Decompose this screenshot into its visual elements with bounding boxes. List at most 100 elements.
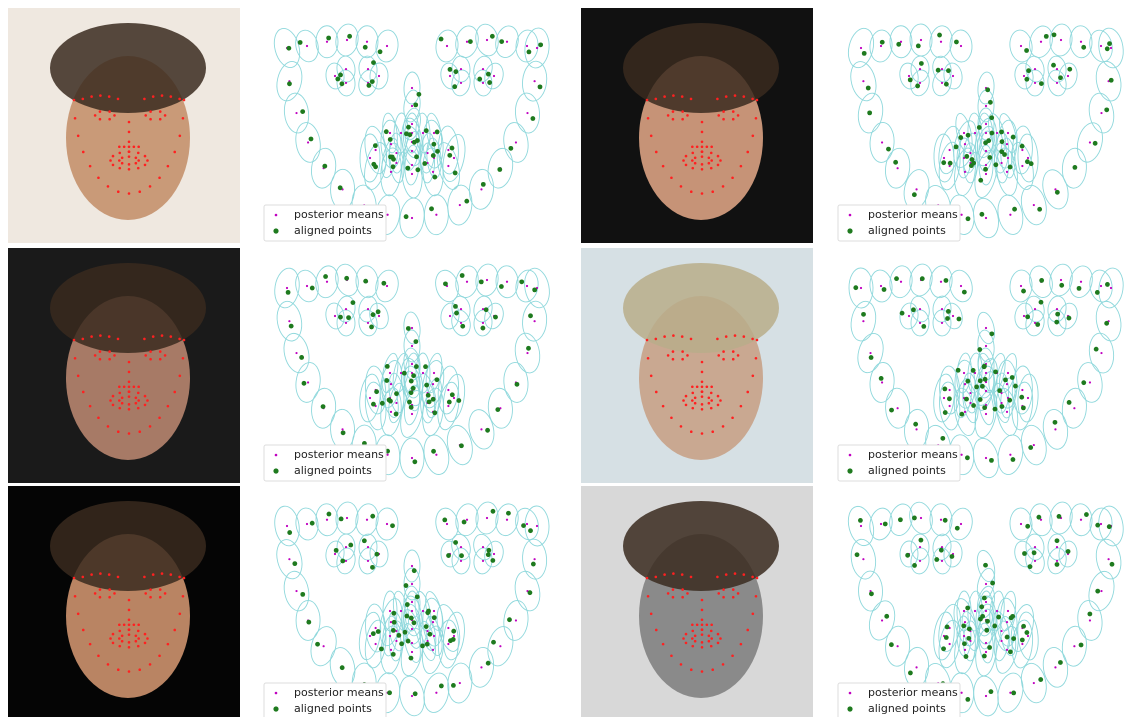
posterior-mean bbox=[964, 143, 966, 145]
photo-landmark bbox=[717, 155, 720, 158]
photo-landmark bbox=[701, 381, 704, 384]
photo-landmark bbox=[137, 645, 140, 648]
posterior-mean bbox=[941, 68, 943, 70]
photo-landmark bbox=[99, 588, 102, 591]
photo-landmark bbox=[123, 623, 126, 626]
posterior-mean bbox=[1021, 643, 1023, 645]
photo-landmark bbox=[717, 354, 720, 357]
aligned-point bbox=[886, 147, 891, 152]
aligned-point bbox=[459, 553, 464, 558]
photo-landmark bbox=[179, 134, 182, 137]
photo-landmark bbox=[701, 633, 704, 636]
posterior-mean bbox=[480, 188, 482, 190]
photo-landmark bbox=[152, 335, 155, 338]
aligned-point bbox=[431, 142, 436, 147]
aligned-point bbox=[1011, 457, 1016, 462]
posterior-mean bbox=[1056, 560, 1058, 562]
posterior-mean bbox=[985, 132, 987, 134]
aligned-point bbox=[1054, 320, 1059, 325]
posterior-mean bbox=[1080, 41, 1082, 43]
aligned-point bbox=[538, 84, 543, 89]
aligned-point bbox=[427, 399, 432, 404]
photo-landmark bbox=[117, 430, 120, 433]
aligned-point bbox=[448, 67, 453, 72]
posterior-mean bbox=[400, 610, 402, 612]
photo-landmark bbox=[183, 577, 186, 580]
posterior-mean bbox=[433, 372, 435, 374]
aligned-point bbox=[979, 212, 984, 217]
photo-landmark bbox=[710, 623, 713, 626]
aligned-point bbox=[958, 135, 963, 140]
aligned-point bbox=[989, 458, 994, 463]
photo-landmark bbox=[743, 573, 746, 576]
photo-landmark bbox=[108, 110, 111, 113]
aligned-point bbox=[1095, 589, 1100, 594]
photo-landmark bbox=[719, 159, 722, 162]
aligned-point bbox=[1020, 638, 1025, 643]
aligned-point bbox=[424, 128, 429, 133]
aligned-point bbox=[447, 400, 452, 405]
photo-landmark bbox=[149, 118, 152, 121]
aligned-point bbox=[346, 315, 351, 320]
photo-landmark bbox=[149, 358, 152, 361]
photo-landmark bbox=[167, 405, 170, 408]
photo-landmark bbox=[128, 628, 131, 631]
photo-landmark bbox=[734, 94, 737, 97]
photo-landmark bbox=[717, 114, 720, 117]
photo-landmark bbox=[710, 392, 713, 395]
aligned-point bbox=[1011, 135, 1016, 140]
photo-landmark bbox=[701, 670, 704, 673]
posterior-mean bbox=[459, 682, 461, 684]
aligned-point bbox=[515, 382, 520, 387]
posterior-mean bbox=[985, 413, 987, 415]
aligned-point bbox=[456, 398, 461, 403]
photo-landmark bbox=[108, 596, 111, 599]
posterior-mean bbox=[908, 75, 910, 77]
aligned-point bbox=[462, 520, 467, 525]
photo-landmark bbox=[691, 407, 694, 410]
photo-landmark bbox=[183, 339, 186, 342]
photo-landmark bbox=[655, 338, 658, 341]
aligned-point bbox=[989, 115, 994, 120]
posterior-mean bbox=[533, 80, 535, 82]
posterior-mean bbox=[367, 560, 369, 562]
aligned-point bbox=[1077, 286, 1082, 291]
photo-landmark bbox=[691, 385, 694, 388]
posterior-mean bbox=[480, 666, 482, 668]
aligned-point bbox=[947, 396, 952, 401]
posterior-mean bbox=[897, 407, 899, 409]
posterior-mean bbox=[449, 315, 451, 317]
posterior-mean bbox=[345, 68, 347, 70]
photo-landmark bbox=[710, 399, 713, 402]
aligned-point bbox=[896, 42, 901, 47]
aligned-point bbox=[486, 661, 491, 666]
aligned-point bbox=[869, 591, 874, 596]
aligned-point bbox=[411, 373, 416, 378]
posterior-mean bbox=[919, 68, 921, 70]
aligned-point bbox=[1066, 549, 1071, 554]
photo-landmark bbox=[740, 405, 743, 408]
aligned-point bbox=[384, 129, 389, 134]
photo-landmark bbox=[94, 114, 97, 117]
aligned-point bbox=[1002, 152, 1007, 157]
posterior-mean bbox=[433, 635, 435, 637]
photo-landmark bbox=[112, 404, 115, 407]
photo-landmark bbox=[751, 98, 754, 101]
photo-landmark bbox=[708, 162, 711, 165]
aligned-point bbox=[999, 130, 1004, 135]
photo-landmark bbox=[717, 164, 720, 167]
posterior-mean bbox=[432, 649, 434, 651]
posterior-mean bbox=[985, 173, 987, 175]
posterior-mean bbox=[334, 553, 336, 555]
photo-landmark bbox=[696, 623, 699, 626]
photo-landmark bbox=[128, 408, 131, 411]
posterior-mean bbox=[411, 601, 413, 603]
posterior-mean bbox=[1100, 523, 1102, 525]
posterior-mean bbox=[460, 82, 462, 84]
aligned-point bbox=[1067, 67, 1072, 72]
posterior-mean bbox=[395, 402, 397, 404]
photo-landmark bbox=[128, 599, 131, 602]
photo-landmark bbox=[144, 592, 147, 595]
photo-landmark bbox=[701, 141, 704, 144]
aligned-point bbox=[479, 279, 484, 284]
